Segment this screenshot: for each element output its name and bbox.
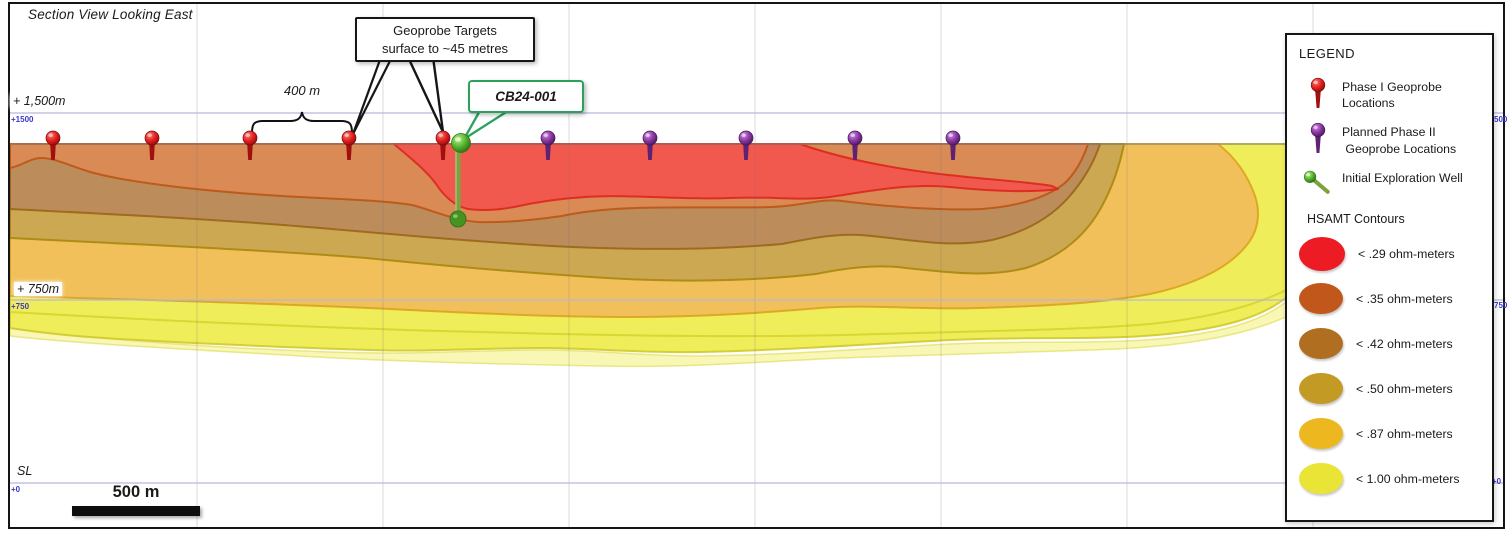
contour-lt-0.29-ohm	[393, 143, 1059, 212]
right-tick-1500: 500	[1494, 115, 1508, 124]
elevation-label-sl: SL	[14, 464, 36, 478]
geoprobe-pin	[945, 130, 961, 160]
distance-bracket	[251, 111, 353, 134]
scale-bar-label: 500 m	[112, 483, 160, 501]
geoprobe-pin	[847, 130, 863, 160]
legend-item-phase1: Phase I Geoprobe Locations	[1303, 77, 1484, 111]
phase2-pin-icon	[1303, 122, 1333, 155]
scale-bar	[72, 506, 200, 516]
contour-swatch-29	[1299, 236, 1345, 271]
yellow-inner-band-line	[9, 289, 1287, 338]
legend-contour-50: < .50 ohm-meters	[1299, 373, 1484, 405]
legend-item-label: Initial Exploration Well	[1342, 170, 1463, 185]
well-id-label: CB24-001	[495, 89, 557, 104]
elevation-label-1500: + 1,500m	[10, 94, 69, 108]
legend-item-label: Phase I Geoprobe Locations	[1342, 80, 1442, 111]
distance-label: 400 m	[283, 83, 321, 98]
legend-item-well: Initial Exploration Well	[1303, 168, 1484, 198]
hsamt-contour-layers	[9, 143, 1289, 368]
geoprobe-pin	[144, 130, 160, 160]
legend-contour-29: < .29 ohm-meters	[1299, 236, 1484, 271]
geoprobe-pin	[540, 130, 556, 160]
geoprobe-pin	[738, 130, 754, 160]
geoprobe-pin	[435, 130, 451, 160]
elevation-tick-1500: +1500	[11, 115, 34, 124]
right-tick-0: +0	[1492, 477, 1502, 486]
callout-tails	[351, 55, 518, 140]
contour-swatch-87	[1299, 418, 1343, 450]
geoprobe-callout-tail-left	[351, 55, 394, 135]
legend-contour-87: < .87 ohm-meters	[1299, 418, 1484, 450]
legend-contour-42: < .42 ohm-meters	[1299, 328, 1484, 360]
contour-swatch-35	[1299, 283, 1343, 315]
geoprobe-pin	[642, 130, 658, 160]
contour-under-1.00	[9, 299, 1289, 368]
legend-panel: LEGEND Phase I Geoprobe Locations Planned	[1285, 33, 1494, 522]
phase2-geoprobe-pins	[540, 130, 961, 160]
well-id-callout: CB24-001	[468, 80, 584, 113]
section-title: Section View Looking East	[28, 7, 193, 22]
elevation-tick-0: +0	[11, 485, 21, 494]
geoprobe-callout-line2: surface to ~45 metres	[381, 40, 509, 56]
legend-contour-100: < 1.00 ohm-meters	[1299, 463, 1484, 495]
elevation-grid-lines	[10, 112, 1504, 484]
geoprobe-pin	[341, 130, 357, 160]
legend-item-phase2: Planned Phase II Geoprobe Locations	[1303, 122, 1484, 156]
contour-swatch-42	[1299, 328, 1343, 360]
geoprobe-pin	[45, 130, 61, 160]
elevation-label-750: + 750m	[14, 282, 63, 296]
contour-swatch-100	[1299, 463, 1343, 495]
legend-title: LEGEND	[1299, 46, 1355, 61]
geoprobe-targets-callout: Geoprobe Targets surface to ~45 metres	[355, 17, 535, 62]
phase1-geoprobe-pins	[45, 130, 451, 160]
legend-item-label: Planned Phase II Geoprobe Locations	[1342, 125, 1457, 156]
geoprobe-callout-tail-right	[406, 55, 445, 133]
contour-swatch-50	[1299, 373, 1343, 405]
exploration-well-icon	[1303, 168, 1333, 198]
exploration-well	[449, 133, 471, 228]
legend-contour-35: < .35 ohm-meters	[1299, 283, 1484, 315]
elevation-tick-750: +750	[11, 302, 30, 311]
hsamt-contours-title: HSAMT Contours	[1307, 211, 1405, 226]
right-tick-750: 750	[1494, 301, 1508, 310]
phase1-pin-icon	[1303, 77, 1333, 110]
geoprobe-pin	[242, 130, 258, 160]
geoprobe-callout-line1: Geoprobe Targets	[393, 22, 497, 38]
